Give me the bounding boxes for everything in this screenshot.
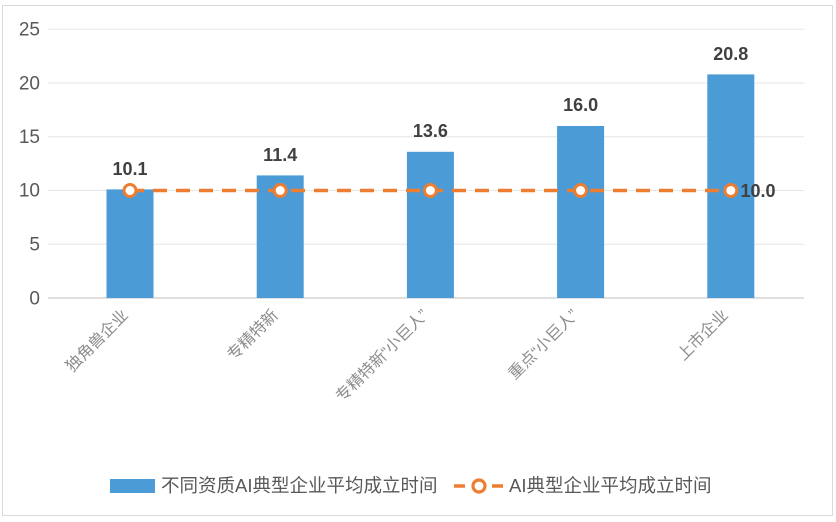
- svg-text:11.4: 11.4: [263, 145, 297, 165]
- svg-text:13.6: 13.6: [413, 121, 448, 141]
- svg-text:0: 0: [29, 289, 40, 310]
- svg-text:上市企业: 上市企业: [674, 306, 732, 364]
- svg-text:20.8: 20.8: [713, 44, 748, 64]
- svg-text:16.0: 16.0: [563, 95, 598, 115]
- svg-text:专精特新: 专精特新: [224, 306, 282, 364]
- svg-text:5: 5: [29, 235, 40, 256]
- svg-text:10.0: 10.0: [740, 181, 775, 201]
- svg-text:重点“小巨人”: 重点“小巨人”: [505, 306, 582, 383]
- svg-text:不同资质AI典型企业平均成立时间: 不同资质AI典型企业平均成立时间: [161, 475, 437, 496]
- svg-text:独角兽企业: 独角兽企业: [63, 306, 132, 375]
- svg-text:25: 25: [19, 20, 40, 41]
- svg-text:10: 10: [19, 181, 40, 202]
- svg-text:10.1: 10.1: [112, 159, 147, 179]
- svg-text:15: 15: [19, 127, 40, 148]
- svg-text:20: 20: [19, 74, 40, 95]
- svg-text:AI典型企业平均成立时间: AI典型企业平均成立时间: [509, 475, 711, 496]
- svg-text:专精特新“小巨人”: 专精特新“小巨人”: [332, 306, 431, 405]
